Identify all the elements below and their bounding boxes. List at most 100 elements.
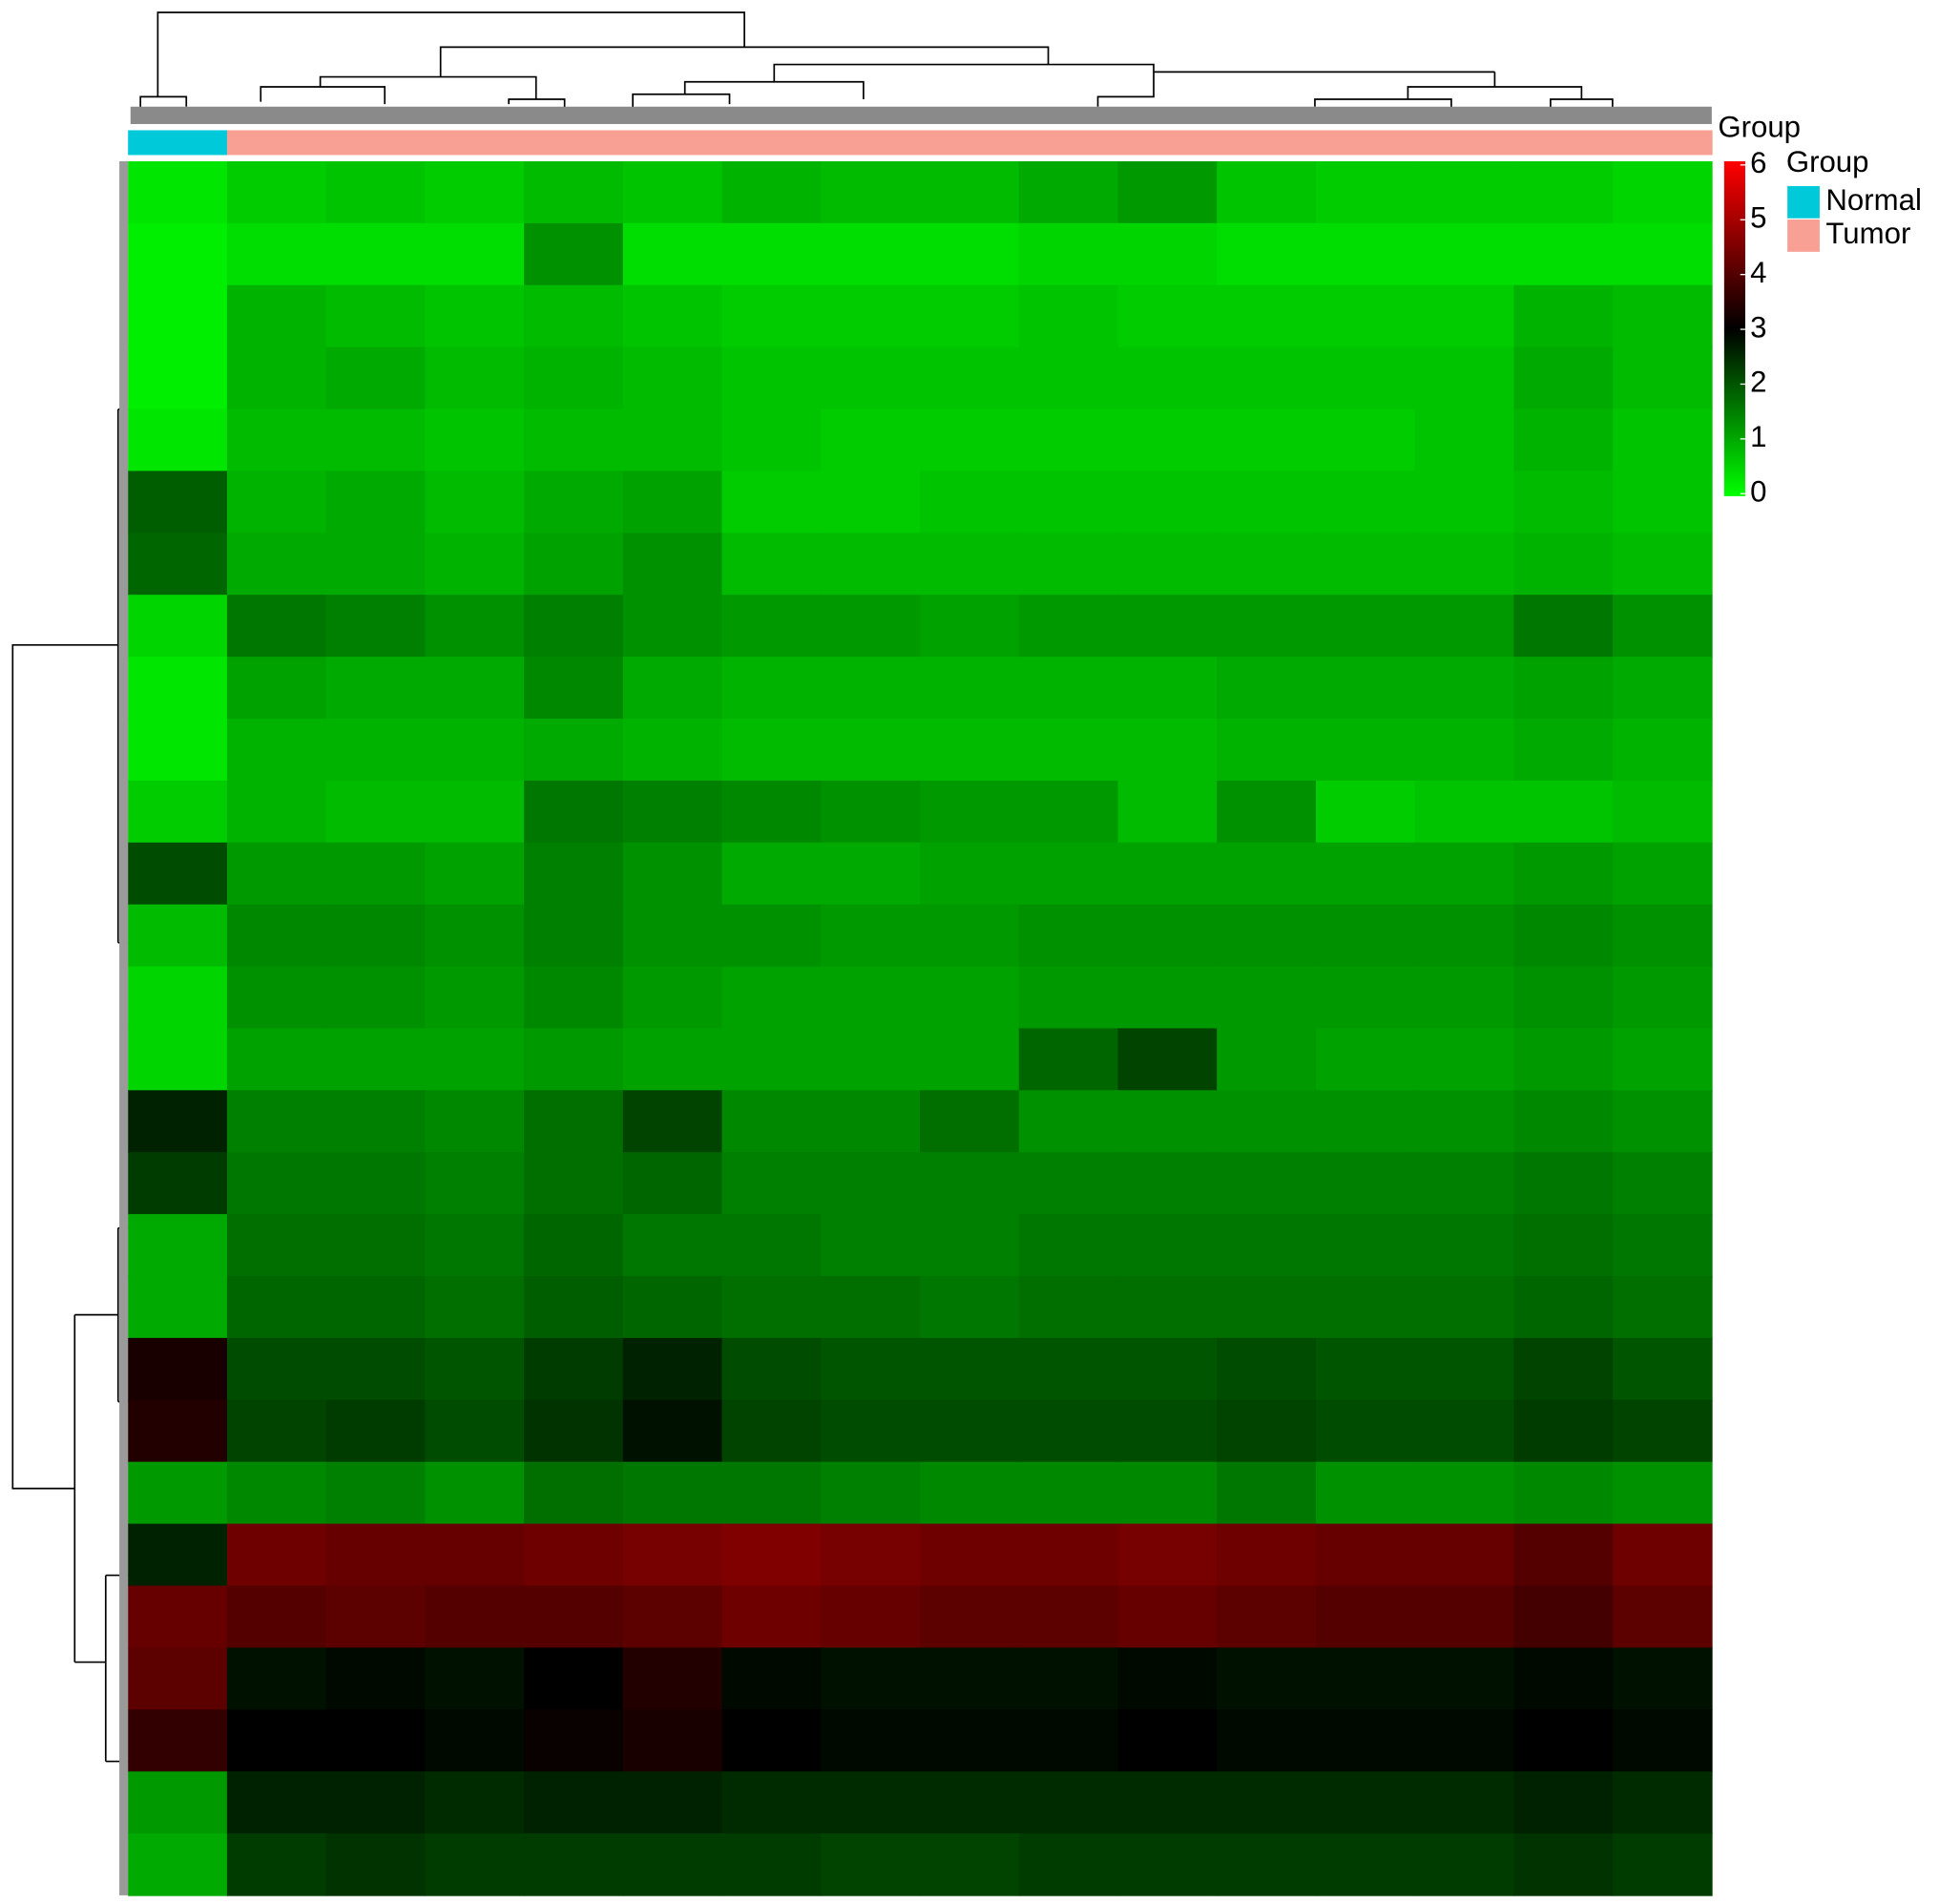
heatmap-cell xyxy=(622,1771,723,1834)
heatmap-cell xyxy=(524,842,624,906)
heatmap-cell xyxy=(622,718,723,782)
heatmap-cell xyxy=(226,966,327,1030)
heatmap-cell xyxy=(1513,1090,1614,1153)
heatmap-cell xyxy=(524,408,624,472)
heatmap-cell xyxy=(622,533,723,596)
heatmap-cell xyxy=(1217,657,1317,720)
heatmap-cell xyxy=(622,160,723,224)
heatmap-cell xyxy=(1513,780,1614,844)
heatmap-cell xyxy=(622,657,723,720)
heatmap-cell xyxy=(1018,595,1119,658)
heatmap-cell xyxy=(721,1585,823,1649)
heatmap-cell xyxy=(622,1523,723,1587)
heatmap-cell xyxy=(1414,408,1515,472)
heatmap-cell xyxy=(524,1647,624,1711)
heatmap-cell xyxy=(920,1028,1020,1092)
heatmap-cell xyxy=(1414,160,1515,224)
heatmap-cell xyxy=(226,1090,327,1153)
heatmap-cell xyxy=(524,1585,624,1649)
heatmap-cell xyxy=(1613,1275,1713,1339)
heatmap-cell xyxy=(325,657,427,720)
annotation-cell xyxy=(821,130,921,156)
heatmap-cell xyxy=(226,1523,327,1587)
dendrogram-leaves xyxy=(130,106,1712,124)
heatmap-cell xyxy=(325,904,427,968)
heatmap-cell xyxy=(1414,1337,1515,1401)
heatmap-cell xyxy=(425,780,525,844)
heatmap-cell xyxy=(622,1028,723,1092)
heatmap-cell xyxy=(920,1152,1020,1215)
heatmap-cell xyxy=(1018,1275,1119,1339)
heatmap-cell xyxy=(1217,1028,1317,1092)
heatmap-cell xyxy=(226,408,327,472)
heatmap-cell xyxy=(425,1090,525,1153)
heatmap-cell xyxy=(425,904,525,968)
annotation-cell xyxy=(920,130,1020,156)
heatmap-cell xyxy=(721,222,823,286)
heatmap-cell xyxy=(1018,1090,1119,1153)
heatmap-cell xyxy=(721,1214,823,1277)
heatmap-cell xyxy=(1217,284,1317,348)
heatmap-cell xyxy=(1613,1214,1713,1277)
heatmap-cell xyxy=(425,966,525,1030)
heatmap-cell xyxy=(524,1709,624,1772)
heatmap-cell xyxy=(128,1833,228,1896)
heatmap-cell xyxy=(1414,1461,1515,1525)
heatmap-cell xyxy=(1513,1647,1614,1711)
heatmap-cell xyxy=(1117,1585,1218,1649)
colorbar-tick-label: 6 xyxy=(1750,146,1766,179)
heatmap-cell xyxy=(622,966,723,1030)
heatmap-cell xyxy=(1117,533,1218,596)
heatmap-cell xyxy=(1217,595,1317,658)
heatmap-cell xyxy=(1018,718,1119,782)
heatmap-cell xyxy=(128,842,228,906)
heatmap-cell xyxy=(1018,842,1119,906)
heatmap-cell xyxy=(425,346,525,410)
colorbar-tick-label: 5 xyxy=(1750,200,1766,234)
heatmap-cell xyxy=(1315,1028,1416,1092)
heatmap-cell xyxy=(622,222,723,286)
heatmap-cell xyxy=(622,1585,723,1649)
heatmap-cell xyxy=(226,346,327,410)
heatmap-cell xyxy=(1217,904,1317,968)
heatmap-cell xyxy=(1414,1709,1515,1772)
heatmap-cell xyxy=(1414,1090,1515,1153)
heatmap-cell xyxy=(226,595,327,658)
heatmap-cell xyxy=(226,533,327,596)
heatmap-cell xyxy=(325,966,427,1030)
heatmap-cell xyxy=(821,657,921,720)
heatmap-cell xyxy=(1018,657,1119,720)
heatmap-cell xyxy=(1018,1523,1119,1587)
heatmap-cell xyxy=(821,1461,921,1525)
heatmap-cell xyxy=(821,1523,921,1587)
heatmap-cell xyxy=(1513,1337,1614,1401)
heatmap-cell xyxy=(1315,718,1416,782)
colorbar-tick-label: 3 xyxy=(1750,310,1766,344)
heatmap-cell xyxy=(821,1585,921,1649)
dendrogram-branches xyxy=(139,11,1614,112)
heatmap-cell xyxy=(226,1152,327,1215)
heatmap-cell xyxy=(524,1090,624,1153)
heatmap-cell xyxy=(1018,222,1119,286)
heatmap-cell xyxy=(1613,595,1713,658)
heatmap-cell xyxy=(721,1399,823,1463)
heatmap-cell xyxy=(226,780,327,844)
heatmap-cell xyxy=(1217,160,1317,224)
heatmap-cell xyxy=(128,471,228,534)
heatmap-cell xyxy=(1613,718,1713,782)
heatmap-cell xyxy=(622,595,723,658)
heatmap-cell xyxy=(425,1152,525,1215)
heatmap-cell xyxy=(1315,1090,1416,1153)
heatmap-cell xyxy=(1217,1523,1317,1587)
heatmap-cell xyxy=(1613,1647,1713,1711)
heatmap-cell xyxy=(920,1771,1020,1834)
heatmap-cell xyxy=(920,1461,1020,1525)
heatmap-cell xyxy=(226,160,327,224)
heatmap-cell xyxy=(524,533,624,596)
heatmap-cell xyxy=(425,1709,525,1772)
heatmap-cell xyxy=(1217,471,1317,534)
heatmap-cell xyxy=(524,595,624,658)
heatmap-cell xyxy=(920,222,1020,286)
